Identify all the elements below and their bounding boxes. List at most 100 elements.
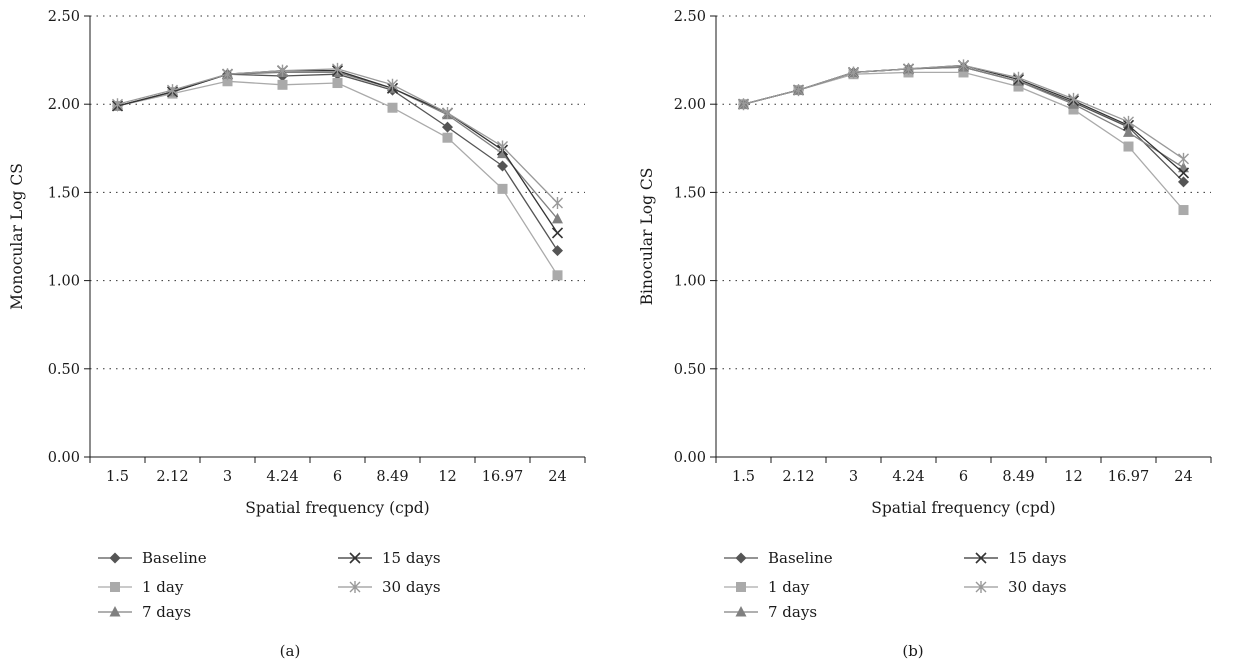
data-point xyxy=(1013,81,1024,92)
data-point xyxy=(112,98,123,111)
series-line xyxy=(743,64,1184,160)
legend-marker xyxy=(109,606,121,617)
series-line xyxy=(117,71,558,220)
legend-marker xyxy=(975,581,987,593)
data-point xyxy=(277,79,288,90)
legend-label: 15 days xyxy=(1008,549,1067,567)
data-point xyxy=(222,68,233,81)
x-tick-label: 16.97 xyxy=(482,469,524,485)
data-point xyxy=(1178,176,1189,188)
series-line xyxy=(743,64,1184,174)
legend-item: 7 days xyxy=(98,603,191,621)
chart-panel-a: 0.00 0.50 1.00 1.50 2.00 2.50 1.5 2.12 3 4.24 6 8.4… xyxy=(8,9,586,660)
legend-marker xyxy=(735,606,747,617)
panel-label: (b) xyxy=(902,642,923,660)
data-point xyxy=(387,102,398,113)
x-tick-label: 4.24 xyxy=(266,469,298,485)
legend-label: 7 days xyxy=(142,603,191,621)
x-tick-label: 8.49 xyxy=(1002,469,1034,485)
data-point xyxy=(332,62,343,75)
x-axis-label: Spatial frequency (cpd) xyxy=(871,499,1055,517)
data-point xyxy=(332,78,343,89)
legend-marker xyxy=(349,581,361,593)
x-tick-label: 3 xyxy=(223,469,232,485)
data-point xyxy=(848,66,859,79)
x-tick-label: 1.5 xyxy=(106,469,129,485)
data-point xyxy=(387,78,398,91)
data-point xyxy=(1123,126,1134,137)
series-line xyxy=(743,66,1184,183)
legend-item: Baseline xyxy=(724,549,833,567)
data-point xyxy=(1123,115,1134,128)
y-tick-label: 0.50 xyxy=(674,362,706,378)
data-point xyxy=(442,132,453,143)
data-point xyxy=(497,160,508,172)
x-tick-label: 1.5 xyxy=(732,469,755,485)
series-line xyxy=(117,80,559,276)
x-tick-label: 24 xyxy=(1174,469,1192,485)
x-tick-label: 6 xyxy=(959,469,968,485)
y-axis-label: Monocular Log CS xyxy=(8,163,26,310)
x-tick-label: 2.12 xyxy=(782,469,814,485)
x-tick-label: 12 xyxy=(438,469,456,485)
legend-item: 1 day xyxy=(724,578,810,596)
data-point xyxy=(1178,205,1189,216)
legend-label: 30 days xyxy=(1008,578,1067,596)
x-tick-label: 12 xyxy=(1064,469,1082,485)
y-tick-label: 0.00 xyxy=(48,450,80,466)
data-point xyxy=(552,196,563,209)
data-point xyxy=(442,121,453,133)
data-point xyxy=(497,147,508,159)
data-point xyxy=(1177,167,1190,179)
y-tick-label: 2.50 xyxy=(674,9,706,25)
data-point xyxy=(167,84,178,97)
data-point xyxy=(738,98,749,111)
data-point xyxy=(1013,71,1024,84)
legend-item: 7 days xyxy=(724,603,817,621)
data-point xyxy=(958,59,969,72)
data-point xyxy=(222,76,233,87)
legend-marker xyxy=(736,582,746,592)
legend-marker xyxy=(735,552,747,564)
y-tick-label: 2.50 xyxy=(48,9,80,25)
data-point xyxy=(497,183,508,194)
x-tick-label: 6 xyxy=(333,469,342,485)
legend-label: 1 day xyxy=(768,578,810,596)
legend-marker xyxy=(349,552,361,564)
data-point xyxy=(958,67,969,78)
x-tick-label: 2.12 xyxy=(156,469,188,485)
y-tick-label: 1.00 xyxy=(674,274,706,290)
legend-marker xyxy=(109,552,121,564)
legend-label: 1 day xyxy=(142,578,184,596)
y-tick-label: 2.00 xyxy=(48,97,80,113)
data-point xyxy=(442,107,453,120)
data-point xyxy=(1068,92,1079,105)
x-tick-label: 16.97 xyxy=(1108,469,1150,485)
x-tick-label: 8.49 xyxy=(376,469,408,485)
y-tick-label: 1.50 xyxy=(674,185,706,201)
legend-marker xyxy=(110,582,120,592)
x-tick-label: 3 xyxy=(849,469,858,485)
legend-label: 15 days xyxy=(382,549,441,567)
data-point xyxy=(552,212,563,224)
data-point xyxy=(551,227,564,239)
data-point xyxy=(1178,152,1189,165)
legend-item: 30 days xyxy=(338,578,441,596)
legend-item: 15 days xyxy=(964,549,1067,567)
y-tick-label: 1.00 xyxy=(48,274,80,290)
legend-label: Baseline xyxy=(142,549,207,567)
data-point xyxy=(1068,104,1079,115)
panel-label: (a) xyxy=(280,642,301,660)
data-point xyxy=(277,64,288,77)
legend-label: Baseline xyxy=(768,549,833,567)
legend-marker xyxy=(975,552,987,564)
y-tick-label: 1.50 xyxy=(48,185,80,201)
legend-item: 1 day xyxy=(98,578,184,596)
data-point xyxy=(552,270,563,281)
y-tick-label: 2.00 xyxy=(674,97,706,113)
series-line xyxy=(117,70,559,234)
y-tick-label: 0.50 xyxy=(48,362,80,378)
x-tick-label: 4.24 xyxy=(892,469,924,485)
legend-label: 30 days xyxy=(382,578,441,596)
